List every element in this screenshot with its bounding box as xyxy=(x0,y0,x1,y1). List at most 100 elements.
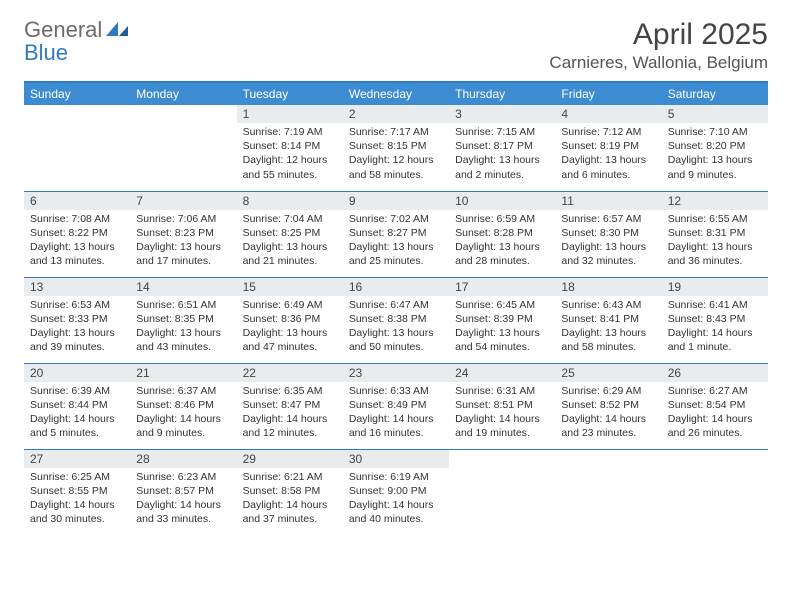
day-details: Sunrise: 6:39 AMSunset: 8:44 PMDaylight:… xyxy=(24,382,130,445)
sunrise-text: Sunrise: 6:35 AM xyxy=(243,384,337,398)
sunrise-text: Sunrise: 6:21 AM xyxy=(243,470,337,484)
daylight-text: Daylight: 13 hours and 39 minutes. xyxy=(30,326,124,354)
day-number: 19 xyxy=(662,278,768,296)
daylight-text: Daylight: 14 hours and 12 minutes. xyxy=(243,412,337,440)
day-details: Sunrise: 6:53 AMSunset: 8:33 PMDaylight:… xyxy=(24,296,130,359)
day-details: Sunrise: 6:51 AMSunset: 8:35 PMDaylight:… xyxy=(130,296,236,359)
calendar-week-row: 27Sunrise: 6:25 AMSunset: 8:55 PMDayligh… xyxy=(24,449,768,535)
calendar-day-cell: 24Sunrise: 6:31 AMSunset: 8:51 PMDayligh… xyxy=(449,363,555,449)
sunset-text: Sunset: 8:46 PM xyxy=(136,398,230,412)
day-details: Sunrise: 7:08 AMSunset: 8:22 PMDaylight:… xyxy=(24,210,130,273)
sunset-text: Sunset: 8:39 PM xyxy=(455,312,549,326)
day-details: Sunrise: 6:43 AMSunset: 8:41 PMDaylight:… xyxy=(555,296,661,359)
sunset-text: Sunset: 8:31 PM xyxy=(668,226,762,240)
sunrise-text: Sunrise: 6:39 AM xyxy=(30,384,124,398)
daylight-text: Daylight: 14 hours and 5 minutes. xyxy=(30,412,124,440)
day-details: Sunrise: 6:35 AMSunset: 8:47 PMDaylight:… xyxy=(237,382,343,445)
calendar-body: 1Sunrise: 7:19 AMSunset: 8:14 PMDaylight… xyxy=(24,105,768,535)
calendar-week-row: 20Sunrise: 6:39 AMSunset: 8:44 PMDayligh… xyxy=(24,363,768,449)
sunset-text: Sunset: 9:00 PM xyxy=(349,484,443,498)
day-details: Sunrise: 6:25 AMSunset: 8:55 PMDaylight:… xyxy=(24,468,130,531)
sunrise-text: Sunrise: 7:12 AM xyxy=(561,125,655,139)
day-number: 15 xyxy=(237,278,343,296)
day-details: Sunrise: 6:27 AMSunset: 8:54 PMDaylight:… xyxy=(662,382,768,445)
sunrise-text: Sunrise: 7:06 AM xyxy=(136,212,230,226)
sunset-text: Sunset: 8:15 PM xyxy=(349,139,443,153)
weekday-header-row: SundayMondayTuesdayWednesdayThursdayFrid… xyxy=(24,82,768,105)
calendar-day-cell xyxy=(662,449,768,535)
calendar-week-row: 13Sunrise: 6:53 AMSunset: 8:33 PMDayligh… xyxy=(24,277,768,363)
brand-text: General Blue xyxy=(24,18,102,64)
brand-general: General xyxy=(24,17,102,42)
day-number: 20 xyxy=(24,364,130,382)
day-details: Sunrise: 7:06 AMSunset: 8:23 PMDaylight:… xyxy=(130,210,236,273)
sunset-text: Sunset: 8:52 PM xyxy=(561,398,655,412)
daylight-text: Daylight: 14 hours and 30 minutes. xyxy=(30,498,124,526)
sunrise-text: Sunrise: 6:31 AM xyxy=(455,384,549,398)
calendar-day-cell: 11Sunrise: 6:57 AMSunset: 8:30 PMDayligh… xyxy=(555,191,661,277)
sunset-text: Sunset: 8:51 PM xyxy=(455,398,549,412)
page-title: April 2025 xyxy=(549,18,768,51)
sunset-text: Sunset: 8:22 PM xyxy=(30,226,124,240)
calendar-day-cell: 19Sunrise: 6:41 AMSunset: 8:43 PMDayligh… xyxy=(662,277,768,363)
calendar-week-row: 6Sunrise: 7:08 AMSunset: 8:22 PMDaylight… xyxy=(24,191,768,277)
day-number: 17 xyxy=(449,278,555,296)
day-number: 29 xyxy=(237,450,343,468)
calendar-week-row: 1Sunrise: 7:19 AMSunset: 8:14 PMDaylight… xyxy=(24,105,768,191)
day-details: Sunrise: 7:02 AMSunset: 8:27 PMDaylight:… xyxy=(343,210,449,273)
daylight-text: Daylight: 14 hours and 33 minutes. xyxy=(136,498,230,526)
day-number: 13 xyxy=(24,278,130,296)
day-details: Sunrise: 6:31 AMSunset: 8:51 PMDaylight:… xyxy=(449,382,555,445)
sunrise-text: Sunrise: 6:27 AM xyxy=(668,384,762,398)
day-details: Sunrise: 6:49 AMSunset: 8:36 PMDaylight:… xyxy=(237,296,343,359)
sunset-text: Sunset: 8:44 PM xyxy=(30,398,124,412)
day-number: 1 xyxy=(237,105,343,123)
daylight-text: Daylight: 12 hours and 55 minutes. xyxy=(243,153,337,181)
sunrise-text: Sunrise: 6:59 AM xyxy=(455,212,549,226)
calendar-day-cell: 12Sunrise: 6:55 AMSunset: 8:31 PMDayligh… xyxy=(662,191,768,277)
sunrise-text: Sunrise: 6:43 AM xyxy=(561,298,655,312)
day-number: 6 xyxy=(24,192,130,210)
day-number: 23 xyxy=(343,364,449,382)
calendar-day-cell: 6Sunrise: 7:08 AMSunset: 8:22 PMDaylight… xyxy=(24,191,130,277)
day-number: 24 xyxy=(449,364,555,382)
day-number: 3 xyxy=(449,105,555,123)
daylight-text: Daylight: 13 hours and 13 minutes. xyxy=(30,240,124,268)
sunset-text: Sunset: 8:54 PM xyxy=(668,398,762,412)
daylight-text: Daylight: 14 hours and 37 minutes. xyxy=(243,498,337,526)
daylight-text: Daylight: 13 hours and 58 minutes. xyxy=(561,326,655,354)
weekday-header: Wednesday xyxy=(343,82,449,105)
calendar-table: SundayMondayTuesdayWednesdayThursdayFrid… xyxy=(24,81,768,535)
sunset-text: Sunset: 8:20 PM xyxy=(668,139,762,153)
calendar-day-cell: 4Sunrise: 7:12 AMSunset: 8:19 PMDaylight… xyxy=(555,105,661,191)
sunset-text: Sunset: 8:58 PM xyxy=(243,484,337,498)
sunset-text: Sunset: 8:25 PM xyxy=(243,226,337,240)
sunrise-text: Sunrise: 6:19 AM xyxy=(349,470,443,484)
day-details: Sunrise: 6:21 AMSunset: 8:58 PMDaylight:… xyxy=(237,468,343,531)
day-number: 2 xyxy=(343,105,449,123)
sunrise-text: Sunrise: 6:51 AM xyxy=(136,298,230,312)
day-details: Sunrise: 6:37 AMSunset: 8:46 PMDaylight:… xyxy=(130,382,236,445)
day-details: Sunrise: 7:12 AMSunset: 8:19 PMDaylight:… xyxy=(555,123,661,186)
calendar-day-cell: 29Sunrise: 6:21 AMSunset: 8:58 PMDayligh… xyxy=(237,449,343,535)
sunset-text: Sunset: 8:30 PM xyxy=(561,226,655,240)
calendar-day-cell: 18Sunrise: 6:43 AMSunset: 8:41 PMDayligh… xyxy=(555,277,661,363)
day-number: 8 xyxy=(237,192,343,210)
logo-sail-icon xyxy=(104,20,132,45)
weekday-header: Monday xyxy=(130,82,236,105)
calendar-day-cell: 8Sunrise: 7:04 AMSunset: 8:25 PMDaylight… xyxy=(237,191,343,277)
sunrise-text: Sunrise: 6:23 AM xyxy=(136,470,230,484)
calendar-day-cell: 7Sunrise: 7:06 AMSunset: 8:23 PMDaylight… xyxy=(130,191,236,277)
sunset-text: Sunset: 8:36 PM xyxy=(243,312,337,326)
daylight-text: Daylight: 13 hours and 50 minutes. xyxy=(349,326,443,354)
header: General Blue April 2025 Carnieres, Wallo… xyxy=(24,18,768,73)
day-number: 10 xyxy=(449,192,555,210)
calendar-day-cell xyxy=(449,449,555,535)
day-number: 18 xyxy=(555,278,661,296)
day-number: 5 xyxy=(662,105,768,123)
sunset-text: Sunset: 8:27 PM xyxy=(349,226,443,240)
day-details: Sunrise: 7:17 AMSunset: 8:15 PMDaylight:… xyxy=(343,123,449,186)
sunset-text: Sunset: 8:23 PM xyxy=(136,226,230,240)
daylight-text: Daylight: 14 hours and 1 minute. xyxy=(668,326,762,354)
sunrise-text: Sunrise: 6:47 AM xyxy=(349,298,443,312)
